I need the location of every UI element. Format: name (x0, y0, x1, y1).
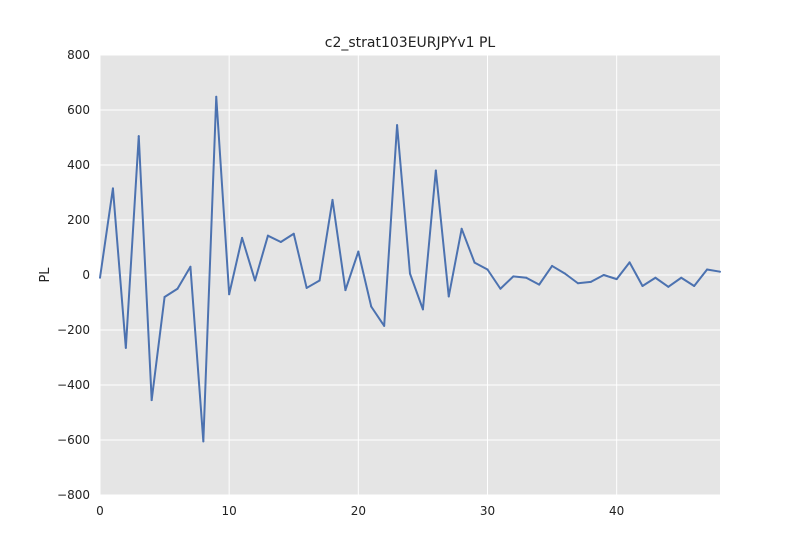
x-tick-label: 30 (480, 504, 495, 518)
data-point (279, 241, 282, 243)
data-point (602, 274, 605, 276)
y-tick-label: 200 (67, 213, 90, 227)
y-tick-label: 600 (67, 103, 90, 117)
data-point (396, 124, 399, 127)
data-point (538, 283, 541, 286)
data-point (254, 279, 256, 282)
y-tick-label: −800 (57, 488, 90, 502)
data-point (473, 261, 476, 264)
data-point (228, 293, 231, 296)
data-point (564, 272, 566, 275)
data-point (370, 305, 373, 308)
data-point (628, 261, 631, 264)
data-point (576, 282, 579, 285)
data-point (331, 198, 334, 201)
y-tick-label: 800 (67, 48, 90, 62)
data-point (615, 278, 618, 281)
x-tick-labels: 0 10 20 30 40 (96, 504, 624, 518)
data-point (409, 272, 411, 275)
x-tick-label: 10 (222, 504, 237, 518)
data-point (318, 279, 321, 282)
y-tick-label: −600 (57, 433, 90, 447)
data-point (525, 276, 528, 279)
data-point (719, 270, 721, 273)
data-point (189, 265, 192, 268)
data-point (421, 308, 424, 311)
data-point (344, 289, 347, 292)
y-tick-labels: −800 −600 −400 −200 0 200 400 600 800 (57, 48, 90, 502)
data-point (460, 227, 463, 230)
data-point (499, 287, 502, 290)
data-point (654, 276, 657, 279)
data-point (641, 285, 644, 287)
y-tick-label: 400 (67, 158, 90, 172)
y-axis-label: PL (38, 267, 53, 283)
data-point (693, 285, 696, 287)
data-point (176, 287, 179, 290)
data-point (124, 346, 127, 349)
data-point (111, 187, 114, 190)
data-point (305, 286, 308, 289)
data-point (434, 169, 437, 172)
data-point (551, 264, 554, 267)
data-point (589, 280, 592, 283)
data-point (137, 135, 140, 138)
data-point (357, 250, 360, 253)
data-point (447, 295, 450, 298)
data-point (215, 95, 218, 98)
x-tick-label: 20 (351, 504, 366, 518)
y-tick-label: −400 (57, 378, 90, 392)
data-point (680, 276, 683, 279)
data-point (383, 324, 386, 327)
data-point (706, 268, 709, 271)
data-point (241, 236, 244, 239)
data-point (667, 285, 670, 288)
data-point (99, 276, 101, 279)
x-tick-label: 40 (609, 504, 624, 518)
x-tick-label: 0 (96, 504, 104, 518)
data-point (292, 232, 295, 235)
data-point (266, 234, 269, 237)
data-point (163, 296, 166, 298)
series-group (99, 95, 721, 443)
y-tick-label: −200 (57, 323, 90, 337)
data-point (486, 268, 489, 271)
data-point (202, 440, 205, 443)
y-tick-label: 0 (82, 268, 90, 282)
data-point (150, 399, 153, 402)
data-point (512, 275, 515, 278)
chart-title: c2_strat103EURJPYv1 PL (325, 35, 496, 51)
